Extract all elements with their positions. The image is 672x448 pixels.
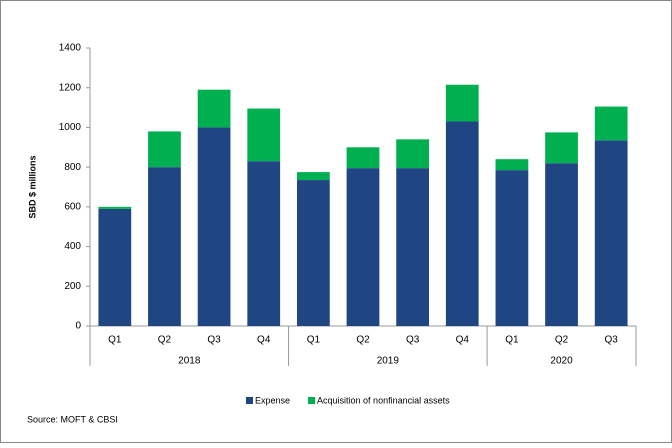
bar-segment <box>247 108 281 162</box>
y-tick-label: 1000 <box>59 122 82 133</box>
bar-segment <box>148 131 181 168</box>
x-tick-label: Q3 <box>406 335 420 346</box>
x-tick-label: Q1 <box>505 335 519 346</box>
bar-segment <box>346 168 380 326</box>
bar-segment <box>594 140 628 326</box>
x-tick-label: Q4 <box>456 335 470 346</box>
bar-segment <box>197 89 231 128</box>
bar-segment <box>445 84 479 122</box>
bar-segment <box>396 139 430 169</box>
bar-segment <box>148 167 181 326</box>
bar-segment <box>296 172 330 181</box>
bar-segment <box>445 121 479 326</box>
bar-segment <box>296 180 330 326</box>
x-tick-label: Q2 <box>356 335 370 346</box>
x-tick-label: Q3 <box>605 335 619 346</box>
y-tick-label: 600 <box>64 201 81 212</box>
bar-segment <box>247 161 281 326</box>
bar-segment <box>545 132 578 164</box>
y-tick-label: 200 <box>64 281 81 292</box>
bar-segment <box>495 159 529 171</box>
bar-segment <box>594 106 628 141</box>
group-label: 2020 <box>550 356 573 367</box>
x-tick-label: Q1 <box>108 335 122 346</box>
y-tick-label: 1200 <box>59 82 82 93</box>
legend-label: Acquisition of nonfinancial assets <box>317 395 450 405</box>
y-axis-label: SBD $ millions <box>27 155 37 218</box>
x-tick-label: Q2 <box>555 335 569 346</box>
legend-label: Expense <box>255 395 290 405</box>
y-tick-label: 1400 <box>59 43 82 54</box>
x-tick-label: Q4 <box>257 335 271 346</box>
bar-segment <box>197 127 231 326</box>
bar-segment <box>98 208 132 326</box>
x-tick-label: Q2 <box>158 335 172 346</box>
x-tick-label: Q1 <box>307 335 321 346</box>
legend-swatch <box>308 397 316 404</box>
bar-segment <box>346 147 380 169</box>
bar-segment <box>545 163 578 326</box>
y-tick-label: 0 <box>75 321 81 332</box>
bar-segment <box>396 168 430 326</box>
y-tick-label: 800 <box>64 162 81 173</box>
bar-segment <box>98 206 132 209</box>
y-tick-label: 400 <box>64 241 81 252</box>
x-tick-label: Q3 <box>207 335 221 346</box>
group-label: 2018 <box>178 356 201 367</box>
source: Source: MOFT & CBSI <box>27 414 118 424</box>
bar-segment <box>495 170 529 326</box>
group-label: 2019 <box>377 356 400 367</box>
legend-swatch <box>246 397 253 404</box>
